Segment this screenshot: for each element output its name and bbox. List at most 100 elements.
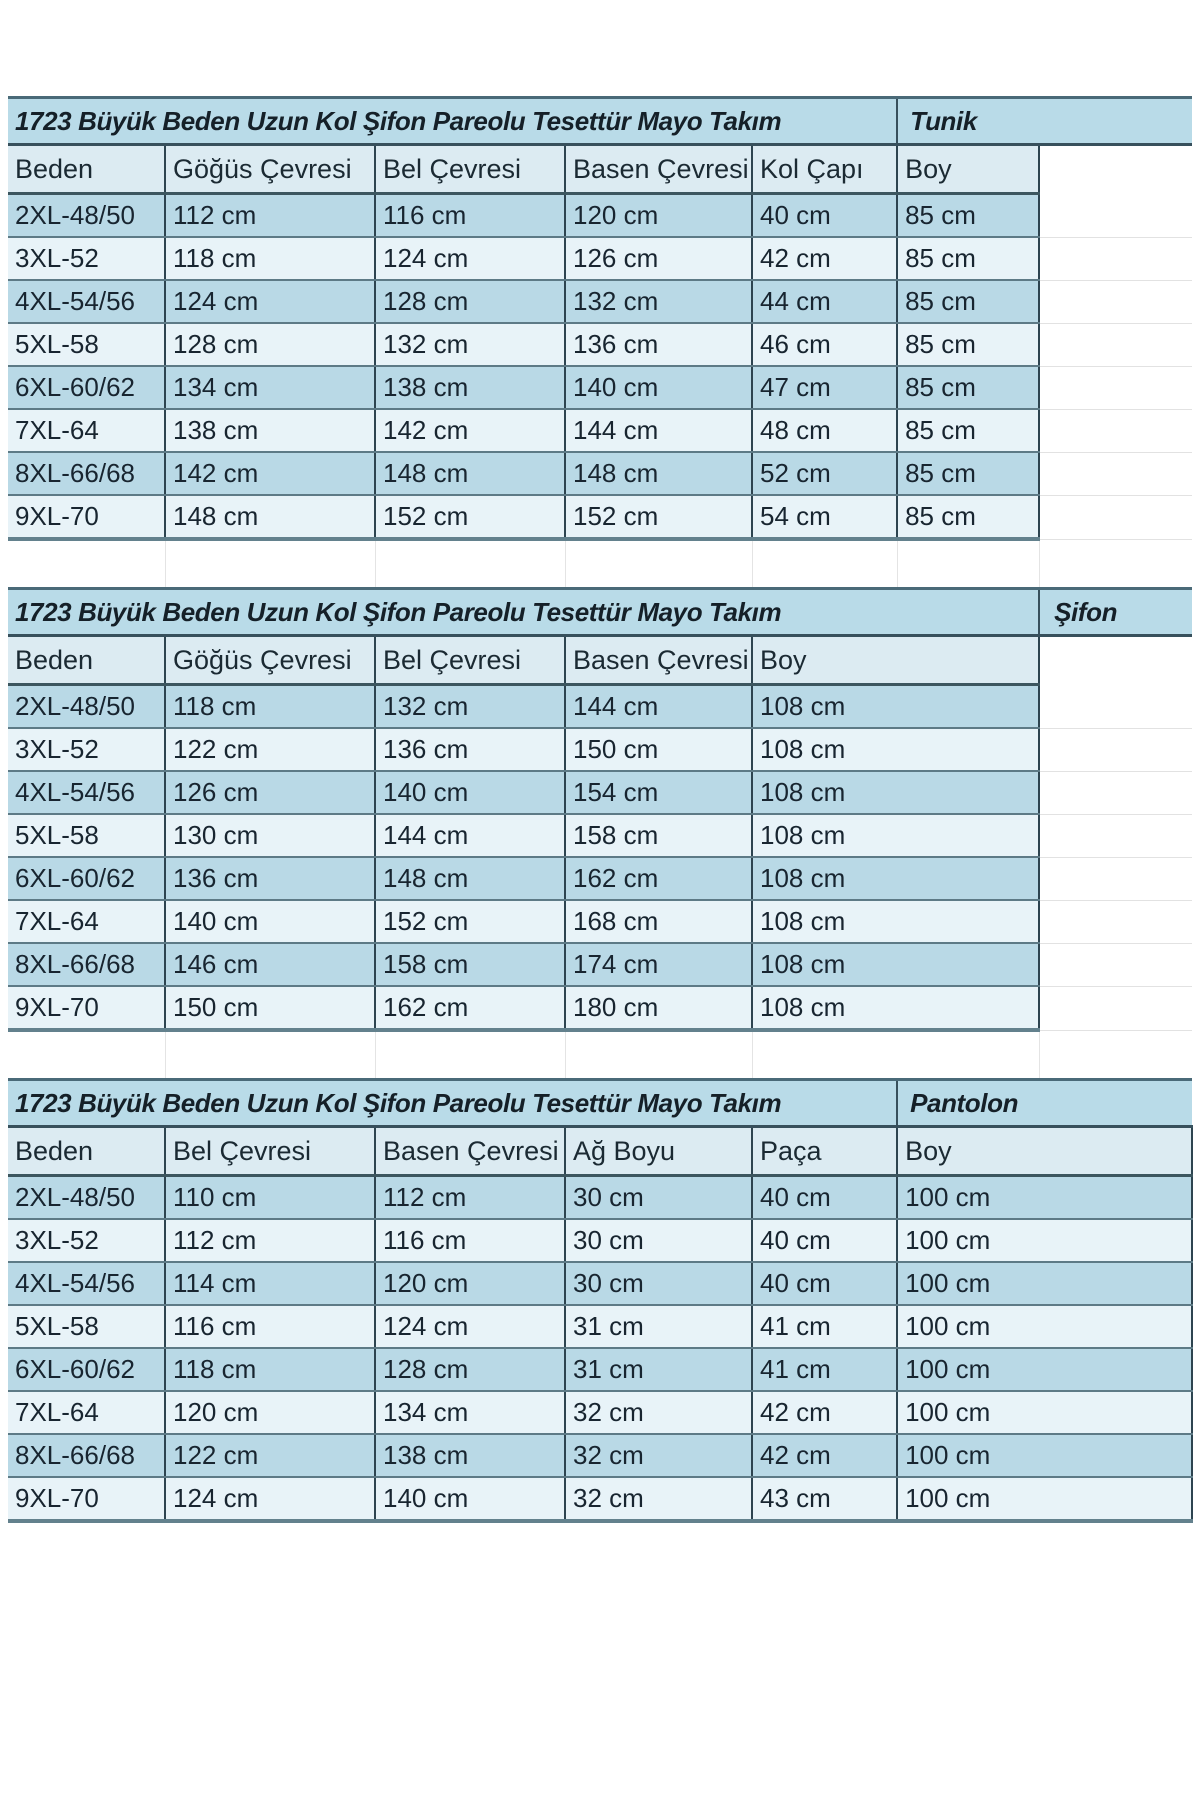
cell-gogus: 118 cm [165, 684, 376, 729]
cell-boy: 85 cm [897, 366, 1041, 410]
column-header-bel-cevresi: Bel Çevresi [375, 635, 566, 686]
column-header-beden: Beden [8, 144, 166, 195]
cell-boy: 85 cm [897, 193, 1041, 238]
cell-gogus: 128 cm [165, 323, 376, 367]
table-row: 8XL-66/68 142 cm 148 cm 148 cm 52 cm 85 … [8, 452, 1193, 496]
table-row: 3XL-52 118 cm 124 cm 126 cm 42 cm 85 cm [8, 237, 1193, 281]
cell-paca: 43 cm [752, 1477, 899, 1523]
cell-ag-boyu: 31 cm [565, 1348, 753, 1392]
cell-bel: 110 cm [165, 1175, 376, 1220]
row-filler [1039, 900, 1193, 944]
table-row: 4XL-54/56 126 cm 140 cm 154 cm 108 cm [8, 771, 1193, 815]
cell-boy: 100 cm [897, 1305, 1194, 1349]
cell-bel: 128 cm [375, 280, 566, 324]
cell-basen: 140 cm [375, 1477, 566, 1523]
table-gap-row [8, 1030, 1193, 1078]
row-filler [1039, 943, 1193, 987]
cell-paca: 40 cm [752, 1219, 899, 1263]
cell-kol: 44 cm [752, 280, 899, 324]
table-row: 6XL-60/62 136 cm 148 cm 162 cm 108 cm [8, 857, 1193, 901]
table-title-row: 1723 Büyük Beden Uzun Kol Şifon Pareolu … [8, 1078, 1193, 1128]
row-filler [1039, 495, 1193, 540]
size-table-pantolon: 1723 Büyük Beden Uzun Kol Şifon Pareolu … [8, 1078, 1194, 1523]
cell-gogus: 148 cm [165, 495, 376, 541]
table-header-row: Beden Göğüs Çevresi Bel Çevresi Basen Çe… [8, 635, 1193, 686]
table-row: 2XL-48/50 112 cm 116 cm 120 cm 40 cm 85 … [8, 193, 1193, 238]
cell-beden: 7XL-64 [8, 1391, 166, 1435]
row-filler [1039, 409, 1193, 453]
cell-paca: 40 cm [752, 1175, 899, 1220]
table-row: 7XL-64 140 cm 152 cm 168 cm 108 cm [8, 900, 1193, 944]
cell-ag-boyu: 30 cm [565, 1219, 753, 1263]
cell-boy: 85 cm [897, 495, 1041, 541]
cell-bel: 152 cm [375, 495, 566, 541]
bottom-margin [8, 1523, 1192, 1553]
row-filler [1039, 814, 1193, 858]
cell-basen: 124 cm [375, 1305, 566, 1349]
cell-bel: 118 cm [165, 1348, 376, 1392]
cell-gogus: 150 cm [165, 986, 376, 1032]
cell-kol: 48 cm [752, 409, 899, 453]
table-row: 5XL-58 130 cm 144 cm 158 cm 108 cm [8, 814, 1193, 858]
row-filler [1039, 986, 1193, 1031]
gap-cell [752, 1030, 1040, 1078]
column-header-gogus-cevresi: Göğüs Çevresi [165, 635, 376, 686]
cell-basen: 180 cm [565, 986, 753, 1032]
gap-cell [565, 539, 753, 587]
cell-boy: 108 cm [752, 814, 1041, 858]
cell-gogus: 136 cm [165, 857, 376, 901]
cell-basen: 152 cm [565, 495, 753, 541]
table-row: 7XL-64 120 cm 134 cm 32 cm 42 cm 100 cm [8, 1391, 1194, 1435]
cell-beden: 8XL-66/68 [8, 943, 166, 987]
cell-boy: 100 cm [897, 1477, 1194, 1523]
cell-basen: 150 cm [565, 728, 753, 772]
cell-boy: 100 cm [897, 1219, 1194, 1263]
cell-boy: 100 cm [897, 1391, 1194, 1435]
cell-bel: 122 cm [165, 1434, 376, 1478]
cell-gogus: 122 cm [165, 728, 376, 772]
cell-bel: 136 cm [375, 728, 566, 772]
cell-boy: 108 cm [752, 728, 1041, 772]
cell-basen: 174 cm [565, 943, 753, 987]
cell-basen: 128 cm [375, 1348, 566, 1392]
cell-paca: 42 cm [752, 1391, 899, 1435]
cell-basen: 162 cm [565, 857, 753, 901]
gap-cell [165, 539, 376, 587]
cell-kol: 52 cm [752, 452, 899, 496]
cell-basen: 126 cm [565, 237, 753, 281]
gap-cell [8, 1030, 166, 1078]
cell-basen: 154 cm [565, 771, 753, 815]
column-header-paca: Paça [752, 1126, 899, 1177]
gap-cell [1039, 1030, 1193, 1078]
cell-boy: 85 cm [897, 280, 1041, 324]
table-row: 9XL-70 124 cm 140 cm 32 cm 43 cm 100 cm [8, 1477, 1194, 1523]
cell-beden: 2XL-48/50 [8, 193, 166, 238]
cell-ag-boyu: 30 cm [565, 1175, 753, 1220]
header-filler [1039, 635, 1193, 685]
cell-boy: 108 cm [752, 900, 1041, 944]
column-header-bel-cevresi: Bel Çevresi [165, 1126, 376, 1177]
cell-boy: 108 cm [752, 943, 1041, 987]
cell-basen: 148 cm [565, 452, 753, 496]
column-header-beden: Beden [8, 635, 166, 686]
cell-paca: 41 cm [752, 1348, 899, 1392]
cell-boy: 100 cm [897, 1434, 1194, 1478]
column-header-boy: Boy [752, 635, 1041, 686]
gap-cell [375, 539, 566, 587]
table-row: 2XL-48/50 110 cm 112 cm 30 cm 40 cm 100 … [8, 1175, 1194, 1220]
cell-bel: 140 cm [375, 771, 566, 815]
row-filler [1039, 452, 1193, 496]
cell-bel: 112 cm [165, 1219, 376, 1263]
table-row: 3XL-52 112 cm 116 cm 30 cm 40 cm 100 cm [8, 1219, 1194, 1263]
cell-beden: 2XL-48/50 [8, 684, 166, 729]
cell-basen: 138 cm [375, 1434, 566, 1478]
cell-basen: 120 cm [565, 193, 753, 238]
cell-bel: 132 cm [375, 684, 566, 729]
table-title-row: 1723 Büyük Beden Uzun Kol Şifon Pareolu … [8, 587, 1193, 637]
cell-bel: 144 cm [375, 814, 566, 858]
cell-basen: 144 cm [565, 684, 753, 729]
table-row: 9XL-70 150 cm 162 cm 180 cm 108 cm [8, 986, 1193, 1032]
cell-boy: 108 cm [752, 857, 1041, 901]
row-filler [1039, 366, 1193, 410]
